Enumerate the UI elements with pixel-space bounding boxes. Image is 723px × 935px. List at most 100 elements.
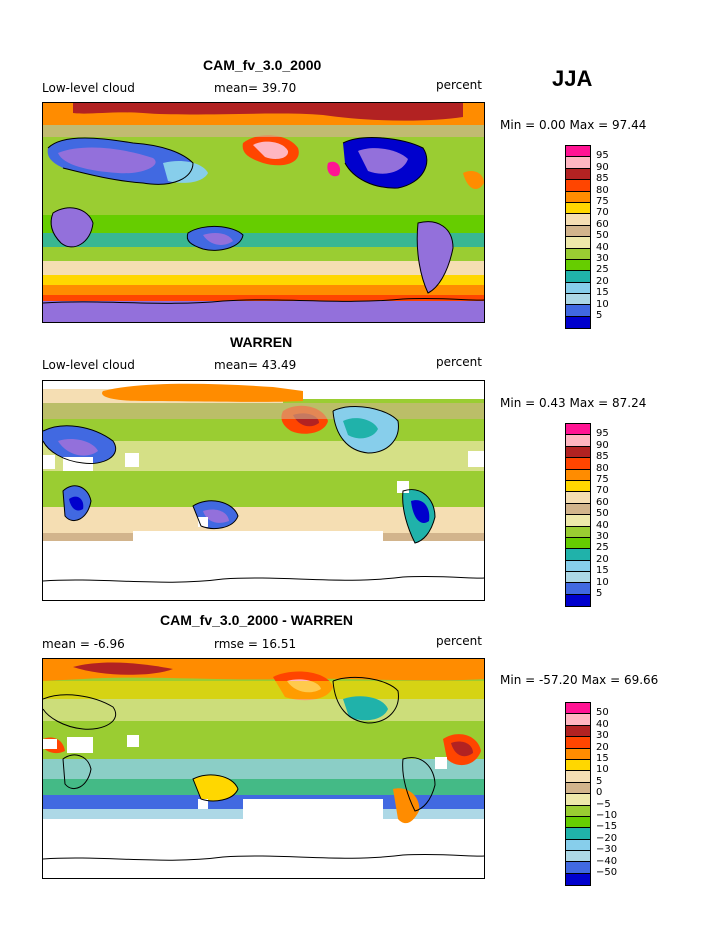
- legend-swatch: [566, 526, 590, 538]
- legend-swatch: [566, 305, 590, 317]
- legend-swatch: [566, 259, 590, 272]
- legend-swatch: [566, 469, 590, 481]
- panel-2-map: [42, 380, 485, 601]
- legend-tick-label: 60: [596, 218, 609, 230]
- legend-swatch: [566, 282, 590, 295]
- legend-swatch: [566, 294, 590, 306]
- legend-swatch: [566, 316, 590, 329]
- legend-tick-label: 70: [596, 485, 609, 497]
- panel-3-minmax: Min = -57.20 Max = 69.66: [500, 673, 659, 687]
- legend-swatch: [566, 583, 590, 595]
- legend-tick-label: −10: [596, 810, 618, 821]
- legend-swatch: [566, 782, 590, 795]
- legend-swatch: [566, 202, 590, 215]
- legend-tick-label: 20: [596, 741, 609, 753]
- legend-tick-label: 85: [596, 173, 609, 185]
- legend-tick-label: 30: [596, 253, 609, 264]
- legend-tick-label: 95: [596, 150, 609, 162]
- legend-swatch: [566, 851, 590, 863]
- panel-1-variable-label: Low-level cloud: [42, 81, 135, 95]
- legend-swatch: [566, 737, 590, 749]
- legend-tick-label: 15: [596, 287, 609, 299]
- panel-1-legend: [565, 145, 591, 330]
- legend-tick-label: 75: [596, 474, 609, 485]
- legend-tick-label: 15: [596, 753, 609, 764]
- legend-tick-label: 5: [596, 310, 603, 321]
- legend-tick-label: 70: [596, 207, 609, 219]
- legend-swatch: [566, 191, 590, 203]
- legend-tick-label: 50: [596, 230, 609, 242]
- legend-tick-label: 90: [596, 161, 609, 173]
- legend-swatch: [566, 458, 590, 470]
- legend-swatch: [566, 214, 590, 226]
- legend-swatch: [566, 828, 590, 840]
- legend-tick-label: −15: [596, 821, 618, 833]
- panel-3-title: CAM_fv_3.0_2000 - WARREN: [160, 612, 353, 628]
- legend-swatch: [566, 873, 590, 886]
- legend-swatch: [566, 492, 590, 504]
- legend-swatch: [566, 839, 590, 852]
- legend-swatch: [566, 446, 590, 459]
- panel-3-map: [42, 658, 485, 879]
- legend-tick-label: 5: [596, 775, 603, 787]
- legend-tick-label: 95: [596, 428, 609, 440]
- legend-tick-label: −20: [596, 832, 618, 844]
- legend-swatch: [566, 180, 590, 192]
- panel-2-minmax: Min = 0.43 Max = 87.24: [500, 396, 647, 410]
- panel-2-legend: [565, 423, 591, 608]
- legend-tick-label: 50: [596, 707, 609, 719]
- legend-tick-label: 40: [596, 519, 609, 531]
- panel-2-variable-label: Low-level cloud: [42, 358, 135, 372]
- legend-swatch: [566, 714, 590, 726]
- legend-swatch: [566, 549, 590, 561]
- panel-2-mean-label: mean= 43.49: [214, 358, 297, 372]
- legend-tick-label: 40: [596, 718, 609, 730]
- legend-swatch: [566, 271, 590, 283]
- legend-swatch: [566, 748, 590, 760]
- legend-tick-label: 80: [596, 184, 609, 196]
- legend-swatch: [566, 537, 590, 550]
- legend-swatch: [566, 424, 590, 436]
- panel-3-legend: [565, 702, 591, 887]
- legend-tick-label: 5: [596, 588, 603, 599]
- legend-swatch: [566, 168, 590, 181]
- legend-tick-label: 40: [596, 241, 609, 253]
- legend-swatch: [566, 805, 590, 817]
- legend-tick-label: 25: [596, 542, 609, 554]
- legend-tick-label: 10: [596, 764, 609, 776]
- legend-tick-label: −5: [596, 798, 611, 810]
- legend-swatch: [566, 515, 590, 527]
- panel-3-mean-label: mean = -6.96: [42, 637, 125, 651]
- legend-tick-label: 10: [596, 576, 609, 588]
- legend-tick-label: 90: [596, 439, 609, 451]
- legend-swatch: [566, 862, 590, 874]
- legend-tick-label: 85: [596, 451, 609, 463]
- legend-tick-label: 25: [596, 264, 609, 276]
- legend-swatch: [566, 703, 590, 715]
- legend-swatch: [566, 594, 590, 607]
- panel-2-units-label: percent: [436, 355, 482, 369]
- legend-swatch: [566, 572, 590, 584]
- legend-swatch: [566, 771, 590, 783]
- legend-tick-label: 20: [596, 275, 609, 287]
- legend-tick-label: −30: [596, 844, 618, 856]
- legend-swatch: [566, 237, 590, 249]
- season-label: JJA: [552, 66, 593, 91]
- legend-swatch: [566, 759, 590, 772]
- legend-tick-label: 75: [596, 196, 609, 207]
- legend-tick-label: 30: [596, 531, 609, 542]
- panel-2-title: WARREN: [230, 334, 293, 350]
- panel-1-title: CAM_fv_3.0_2000: [203, 57, 322, 73]
- legend-tick-label: 30: [596, 730, 609, 742]
- legend-swatch: [566, 248, 590, 260]
- legend-tick-label: 0: [596, 787, 603, 799]
- legend-swatch: [566, 503, 590, 516]
- panel-3-rmse-label: rmse = 16.51: [214, 637, 297, 651]
- panel-1-units-label: percent: [436, 78, 482, 92]
- legend-tick-label: 20: [596, 553, 609, 565]
- legend-swatch: [566, 157, 590, 169]
- legend-swatch: [566, 725, 590, 738]
- panel-1-mean-label: mean= 39.70: [214, 81, 297, 95]
- legend-tick-label: −50: [596, 867, 618, 878]
- legend-tick-label: 10: [596, 298, 609, 310]
